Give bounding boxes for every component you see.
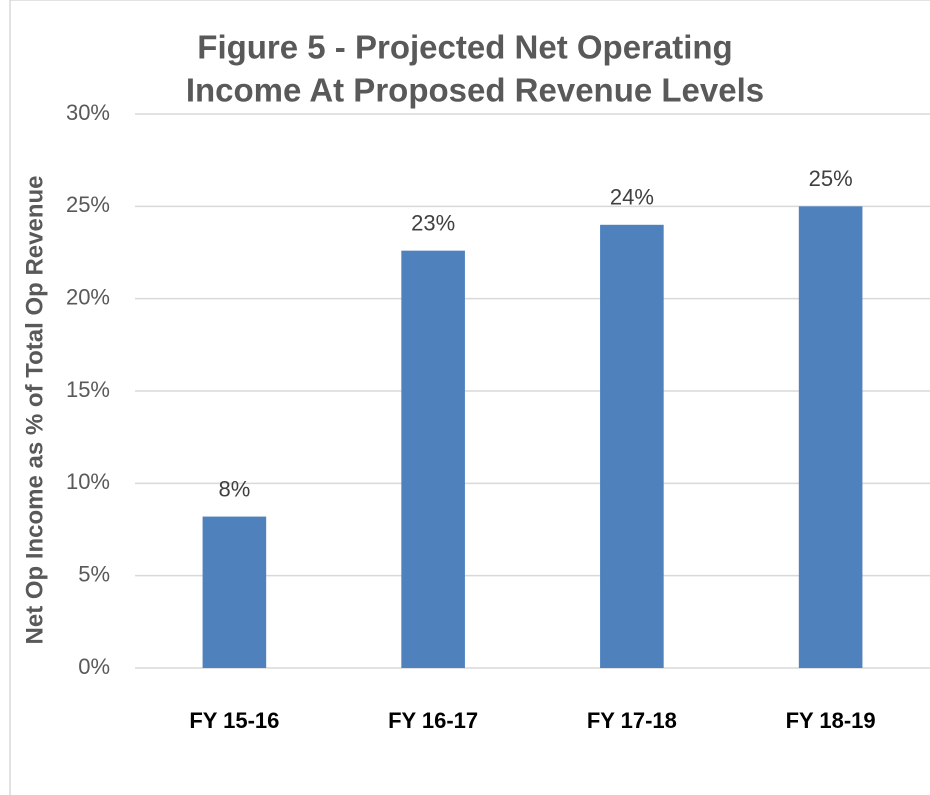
x-tick-label: FY 18-19 bbox=[786, 708, 876, 733]
y-tick-label: 25% bbox=[66, 192, 110, 217]
data-label: 25% bbox=[809, 166, 853, 191]
bar bbox=[600, 224, 664, 669]
x-tick-label: FY 16-17 bbox=[388, 708, 478, 733]
y-axis-label: Net Op Income as % of Total Op Revenue bbox=[21, 176, 48, 645]
data-label: 24% bbox=[610, 185, 654, 210]
bar bbox=[798, 206, 863, 669]
data-label: 23% bbox=[411, 210, 455, 235]
x-tick-label: FY 15-16 bbox=[189, 708, 279, 733]
y-tick-label: 30% bbox=[66, 100, 110, 125]
chart-title: Figure 5 - Projected Net Operating bbox=[197, 29, 732, 66]
data-label: 8% bbox=[218, 476, 250, 501]
y-tick-label: 15% bbox=[66, 377, 110, 402]
x-tick-label: FY 17-18 bbox=[587, 708, 677, 733]
chart-frame bbox=[9, 0, 930, 795]
chart-title: Income At Proposed Revenue Levels bbox=[186, 72, 764, 109]
y-tick-label: 5% bbox=[78, 561, 110, 586]
bar bbox=[202, 516, 267, 668]
y-tick-label: 0% bbox=[78, 654, 110, 679]
bar bbox=[401, 250, 465, 669]
y-tick-label: 10% bbox=[66, 469, 110, 494]
y-tick-label: 20% bbox=[66, 284, 110, 309]
